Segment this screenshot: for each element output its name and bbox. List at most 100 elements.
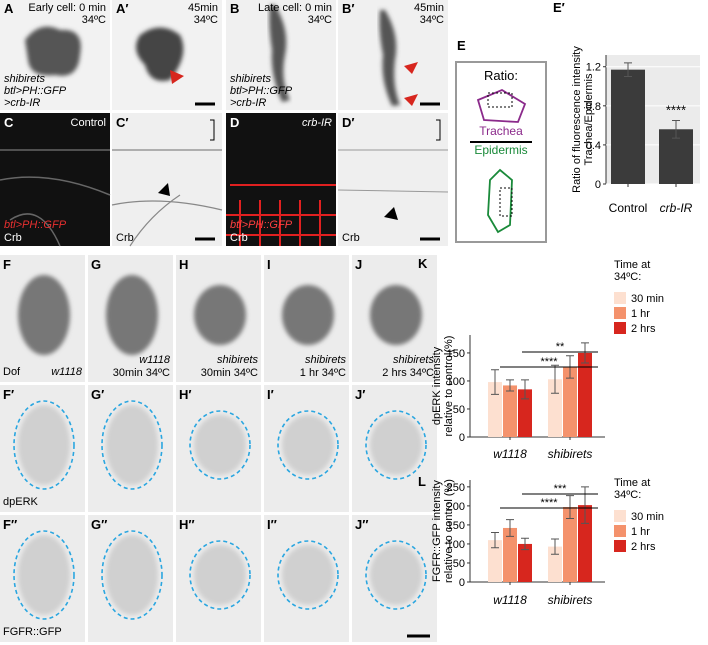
bar <box>503 527 517 582</box>
y-tick-label: 100 <box>447 376 465 388</box>
cell <box>370 545 422 605</box>
y-tick-label: 50 <box>453 404 465 416</box>
y-tick-label: 0 <box>459 432 465 444</box>
error-bar <box>672 119 680 139</box>
cell <box>370 285 422 345</box>
panel-letter: K <box>418 256 428 271</box>
panel-letter: I″ <box>267 517 277 532</box>
image-panel: A Early cell: 0 min 34ºC shibirets btl>P… <box>0 0 110 110</box>
genotype: btl>PH::GFP <box>230 85 293 97</box>
cell <box>18 275 70 355</box>
legend-label: 2 hrs <box>631 541 656 553</box>
legend-swatch <box>614 510 626 522</box>
schematic: E Ratio: Trachea Epidermis <box>455 38 547 243</box>
label: Trachea <box>479 124 523 138</box>
y-tick-label: 250 <box>447 482 465 494</box>
outline <box>189 410 251 480</box>
y-tick-label: 0 <box>595 179 601 191</box>
cell <box>106 275 158 355</box>
y-tick-label: 100 <box>447 539 465 551</box>
panel-letter: I <box>267 257 271 272</box>
legend-swatch <box>614 540 626 552</box>
marker: btl>PH::GFP <box>230 219 293 231</box>
legend-swatch <box>614 525 626 537</box>
error-bar <box>581 342 589 364</box>
condition: 1 hr 34ºC <box>300 367 346 379</box>
panel-letter: G <box>91 257 101 272</box>
outline <box>277 540 339 610</box>
marker: Crb <box>342 232 360 244</box>
bar <box>503 385 517 437</box>
y-tick-label: 0.8 <box>586 101 601 113</box>
panel-letter: H <box>179 257 188 272</box>
cell <box>370 415 422 475</box>
panel-letter: F″ <box>3 517 17 532</box>
panel-letter: C <box>4 115 14 130</box>
legend-swatch <box>614 307 626 319</box>
legend-title: 34ºC: <box>614 489 641 501</box>
cell <box>282 545 334 605</box>
legend-label: 30 min <box>631 293 664 305</box>
marker: btl>PH::GFP <box>4 219 67 231</box>
y-axis-label: relative to control(%) <box>443 336 455 437</box>
panel-letter: B′ <box>342 1 355 16</box>
panel-letter: C′ <box>116 115 129 130</box>
genotype: shibirets <box>305 354 346 366</box>
outline <box>189 540 251 610</box>
genotype: shibirets <box>393 354 434 366</box>
genotype: w1118 <box>139 354 171 366</box>
y-tick-label: 200 <box>447 501 465 513</box>
legend-label: 1 hr <box>631 308 650 320</box>
bar <box>548 546 562 582</box>
panel-letter: A′ <box>116 1 129 16</box>
legend-title: 34ºC: <box>614 271 641 283</box>
annotation: **** <box>666 102 686 117</box>
error-bar <box>624 62 632 77</box>
panel-letter: J″ <box>355 517 368 532</box>
bar <box>488 382 502 437</box>
panel-letter: L <box>418 474 426 489</box>
y-tick-label: 0 <box>459 577 465 589</box>
x-tick-label: Control <box>609 201 648 215</box>
legend-swatch <box>614 292 626 304</box>
error-bar <box>566 495 574 519</box>
image-panel: B Late cell: 0 min 34ºC shibirets btl>PH… <box>226 0 336 110</box>
y-axis-label: Ratio of fluorescence intensity <box>571 46 583 193</box>
error-bar <box>491 532 499 549</box>
panel-letter: F <box>3 257 11 272</box>
y-tick-label: 150 <box>447 520 465 532</box>
y-tick-label: 0.4 <box>586 140 601 152</box>
panel-letter: G′ <box>91 387 104 402</box>
y-axis-label: dpERK intensity <box>431 346 443 425</box>
bar <box>488 540 502 582</box>
image-panel: D crb-IR btl>PH::GFP Crb <box>226 113 336 246</box>
legend-title: Time at <box>614 259 650 271</box>
image-panel: A′ 45min 34ºC <box>112 0 222 110</box>
image-panel: B′ 45min 34ºC <box>338 0 448 110</box>
legend-title: Time at <box>614 477 650 489</box>
genotype: btl>PH::GFP <box>4 85 67 97</box>
x-tick-label: w1118 <box>493 447 527 461</box>
marker: Crb <box>4 232 22 244</box>
marker: dpERK <box>3 496 39 508</box>
genotype: shibirets <box>4 73 45 85</box>
error-bar <box>551 538 559 555</box>
error-bar <box>521 537 529 551</box>
annotation: *** <box>554 483 568 495</box>
panel-letter: F′ <box>3 387 14 402</box>
y-axis-label: relative to control (%) <box>443 479 455 583</box>
bar <box>578 505 592 582</box>
annotation: **** <box>540 356 558 368</box>
genotype: >crb-IR <box>230 97 266 109</box>
image-panel: C′ Crb <box>111 113 223 247</box>
panel-letter: J <box>355 257 362 272</box>
bar <box>578 352 592 437</box>
condition: 30min 34ºC <box>113 367 170 379</box>
panel-letter: J′ <box>355 387 365 402</box>
panel-letter: I′ <box>267 387 274 402</box>
image-panel: D′ Crb <box>337 113 449 246</box>
error-bar <box>506 519 514 537</box>
caption: 45min <box>188 2 218 14</box>
error-bar <box>506 379 514 392</box>
